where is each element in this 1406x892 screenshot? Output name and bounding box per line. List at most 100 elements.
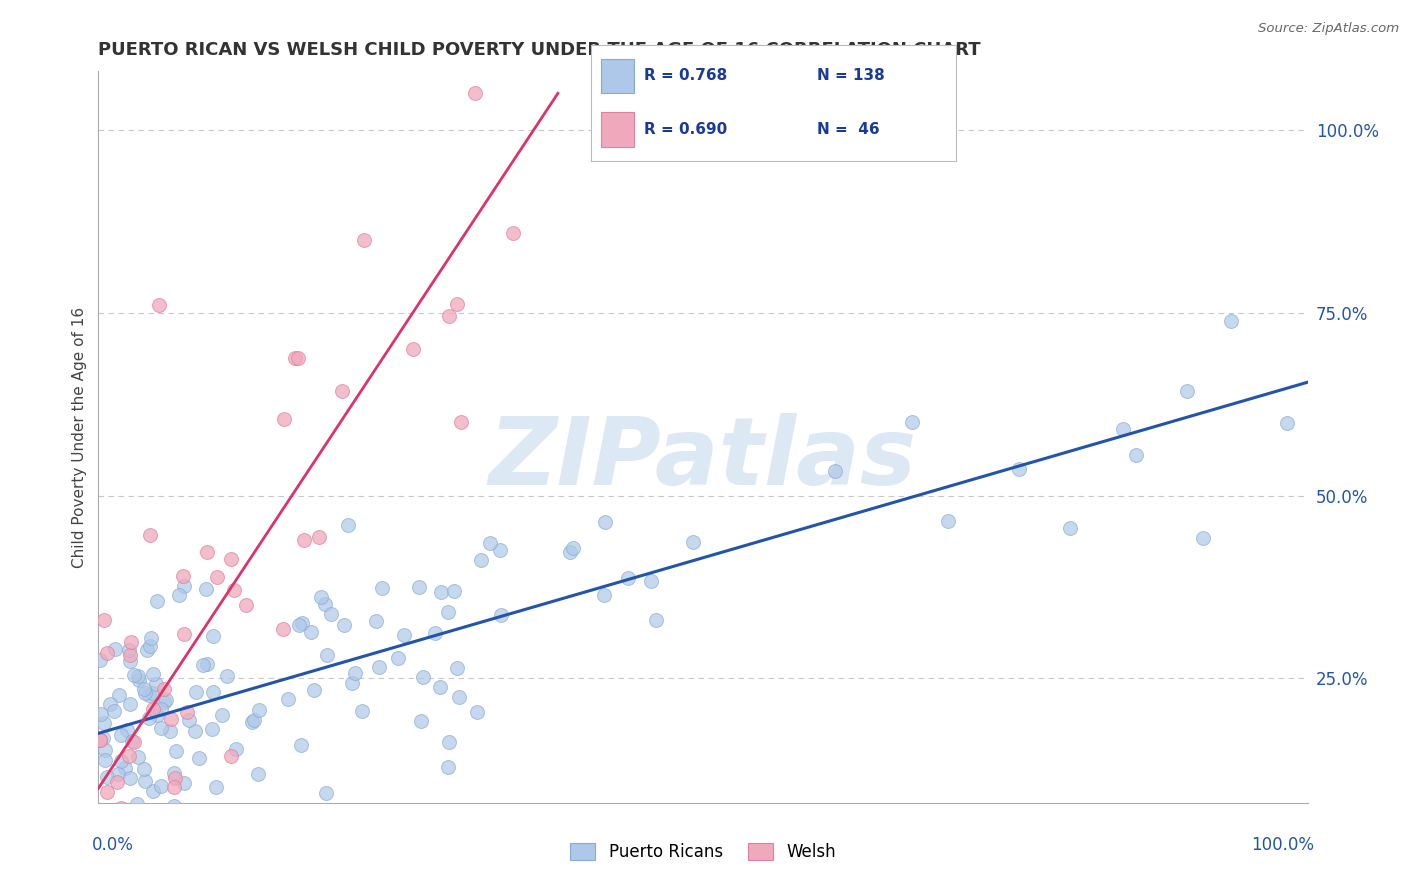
Point (350, 704, 373, 718)
Point (292, 533, 315, 547)
Point (118, 642, 141, 657)
Point (118, 749, 141, 764)
Point (163, 771, 186, 785)
Point (321, 607, 343, 621)
Point (344, 666, 367, 681)
Point (141, 666, 163, 681)
Point (118, 655, 141, 669)
Point (243, 713, 266, 727)
Point (242, 715, 264, 730)
Point (430, 585, 453, 599)
Point (98, 698, 121, 712)
Point (824, 464, 846, 478)
Point (143, 818, 166, 832)
Point (115, 723, 138, 737)
Point (173, 776, 195, 790)
Point (184, 685, 207, 699)
Point (311, 591, 333, 605)
Point (153, 695, 176, 709)
Point (110, 801, 132, 815)
Point (443, 584, 465, 599)
Point (201, 629, 224, 643)
Point (146, 594, 169, 608)
Point (104, 642, 127, 657)
Point (437, 310, 460, 324)
Point (449, 690, 471, 704)
Point (90, 839, 112, 854)
Point (146, 707, 169, 722)
Point (124, 735, 146, 749)
Point (93, 613, 115, 627)
Text: PUERTO RICAN VS WELSH CHILD POVERTY UNDER THE AGE OF 16 CORRELATION CHART: PUERTO RICAN VS WELSH CHILD POVERTY UNDE… (98, 41, 981, 59)
Point (562, 541, 585, 555)
Point (1219, 313, 1241, 327)
Bar (602, 112, 634, 146)
Point (94, 753, 117, 767)
Point (142, 702, 165, 716)
Point (136, 642, 159, 657)
Point (446, 661, 468, 675)
Point (89, 732, 111, 747)
Point (302, 683, 325, 698)
Point (436, 760, 458, 774)
Point (165, 744, 187, 758)
Point (100, 813, 122, 827)
Point (273, 412, 295, 426)
Point (464, 87, 486, 101)
Point (1175, 384, 1198, 399)
Point (122, 668, 145, 682)
Point (93, 716, 115, 731)
Point (450, 416, 472, 430)
Point (90, 706, 112, 721)
Point (235, 598, 257, 612)
Point (1008, 462, 1031, 476)
Point (97, 839, 120, 854)
Point (142, 784, 165, 798)
Point (163, 766, 186, 780)
Point (219, 749, 242, 764)
Bar (602, 59, 634, 94)
Point (437, 605, 460, 619)
Point (936, 514, 959, 528)
Point (107, 767, 129, 781)
Point (132, 815, 155, 830)
Point (315, 786, 337, 800)
Point (150, 779, 173, 793)
Point (132, 681, 155, 696)
Point (330, 384, 353, 399)
Legend: Puerto Ricans, Welsh: Puerto Ricans, Welsh (564, 836, 842, 868)
Point (96, 770, 118, 784)
Point (429, 681, 451, 695)
Point (127, 669, 149, 683)
Point (502, 227, 524, 241)
Point (138, 688, 160, 702)
Point (901, 415, 924, 429)
Point (148, 298, 170, 312)
Text: N = 138: N = 138 (817, 69, 884, 84)
Point (470, 553, 492, 567)
Point (155, 693, 177, 707)
Point (93, 829, 115, 843)
Point (489, 608, 512, 623)
Point (118, 648, 141, 662)
Point (139, 528, 162, 542)
Point (139, 631, 162, 645)
Point (114, 818, 136, 832)
Point (159, 712, 181, 726)
Point (139, 640, 162, 654)
Point (118, 698, 141, 712)
Point (287, 351, 309, 365)
Point (1112, 422, 1135, 436)
Point (141, 686, 163, 700)
Point (291, 615, 314, 630)
Point (340, 676, 363, 690)
Point (211, 708, 233, 723)
Point (333, 618, 356, 632)
Point (1192, 531, 1215, 545)
Text: R = 0.768: R = 0.768 (644, 69, 727, 84)
Point (412, 670, 434, 684)
Point (103, 704, 125, 718)
Point (124, 818, 146, 832)
Point (177, 713, 200, 727)
Point (224, 582, 246, 597)
